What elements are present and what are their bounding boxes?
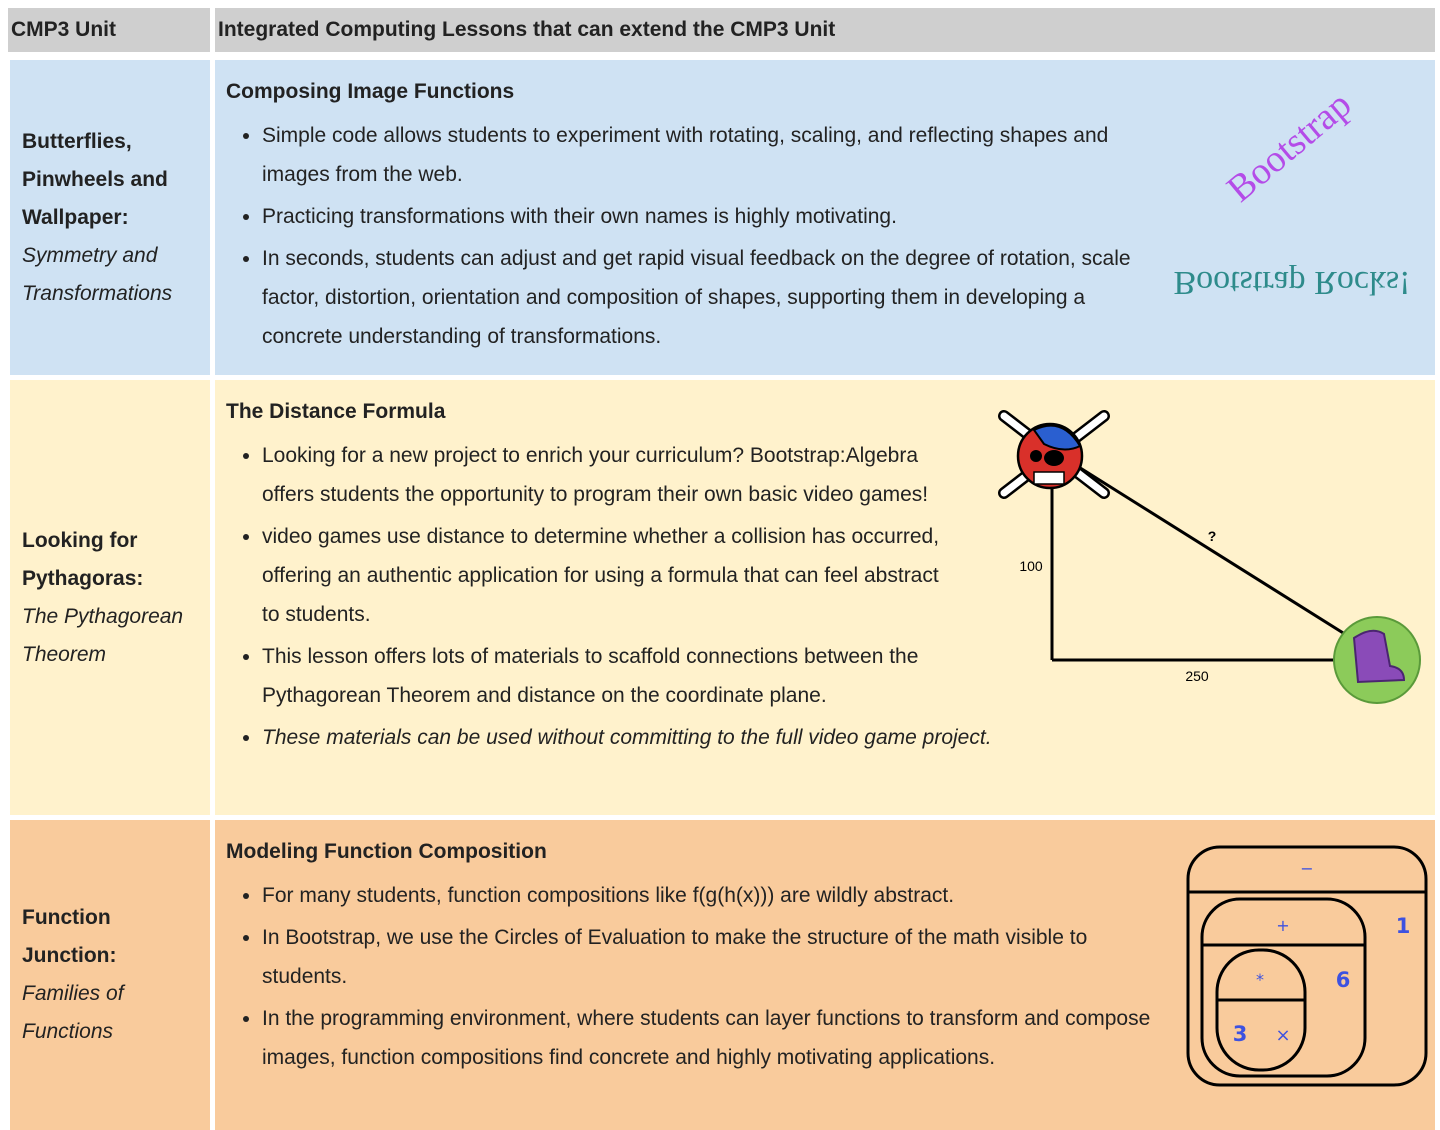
bullet-list: For many students, function compositions… bbox=[226, 876, 1424, 1077]
unit-title: Butterflies, Pinwheels and Wallpaper: bbox=[22, 129, 168, 229]
unit-subtitle: Symmetry and Transformations bbox=[22, 243, 173, 305]
operator: − bbox=[1300, 859, 1313, 878]
flipped-text: Bootstrap Rocks! bbox=[1173, 264, 1410, 301]
number: 6 bbox=[1336, 968, 1351, 992]
bootstrap-image: Bootstrap Bootstrap Rocks! bbox=[1173, 83, 1410, 301]
lesson-cell: Bootstrap Bootstrap Rocks! Composing Ima… bbox=[215, 60, 1435, 375]
bullet: In seconds, students can adjust and get … bbox=[262, 239, 1424, 356]
circles-of-evaluation: − + * × 1 6 3 bbox=[1186, 845, 1428, 1087]
unit-cell: Butterflies, Pinwheels and Wallpaper: Sy… bbox=[10, 60, 210, 375]
lesson-cell: − + * × 1 6 3 Modeling Function Composit… bbox=[215, 820, 1435, 1130]
header-cell: Integrated Computing Lessons that can ex… bbox=[215, 8, 1435, 52]
bullet: Practicing transformations with their ow… bbox=[262, 197, 1424, 236]
boot-icon bbox=[1333, 616, 1421, 704]
skull-icon bbox=[998, 410, 1110, 499]
unit-cell: Looking for Pythagoras: The Pythagorean … bbox=[10, 380, 210, 815]
unit-subtitle: The Pythagorean Theorem bbox=[22, 604, 184, 666]
number: 3 bbox=[1233, 1022, 1248, 1046]
unit-cell: Function Junction: Families of Functions bbox=[10, 820, 210, 1130]
unit-title: Looking for Pythagoras: bbox=[22, 528, 144, 590]
unit-subtitle: Families of Functions bbox=[22, 982, 124, 1043]
bullet-list: Looking for a new project to enrich your… bbox=[226, 436, 1424, 757]
lesson-title: The Distance Formula bbox=[226, 400, 446, 423]
vertical-label: 100 bbox=[1019, 558, 1043, 574]
header-cell: CMP3 Unit bbox=[8, 8, 210, 52]
distance-diagram: 100 ? 250 bbox=[998, 410, 1421, 704]
bullet: Simple code allows students to experimen… bbox=[262, 116, 1424, 194]
operator: + bbox=[1276, 916, 1289, 935]
rotated-text: Bootstrap bbox=[1219, 83, 1359, 210]
bullet: In Bootstrap, we use the Circles of Eval… bbox=[262, 918, 1424, 996]
lesson-cell: 100 ? 250 The Distance Formula Looking f… bbox=[215, 380, 1435, 815]
number: 1 bbox=[1396, 914, 1411, 938]
bullet: These materials can be used without comm… bbox=[262, 718, 1424, 757]
bullet: This lesson offers lots of materials to … bbox=[262, 637, 1424, 715]
unit-title: Function Junction: bbox=[22, 906, 117, 967]
lesson-title: Composing Image Functions bbox=[226, 80, 515, 103]
horizontal-label: 250 bbox=[1185, 668, 1209, 684]
bullet: In the programming environment, where st… bbox=[262, 999, 1424, 1077]
operator: × bbox=[1275, 1025, 1290, 1046]
bullet: Looking for a new project to enrich your… bbox=[262, 436, 1424, 514]
bullet: For many students, function compositions… bbox=[262, 876, 1424, 915]
bullet-list: Simple code allows students to experimen… bbox=[226, 116, 1424, 356]
operator: * bbox=[1256, 970, 1264, 989]
hypotenuse-label: ? bbox=[1208, 528, 1217, 544]
lesson-title: Modeling Function Composition bbox=[226, 840, 547, 863]
bullet: video games use distance to determine wh… bbox=[262, 517, 1424, 634]
